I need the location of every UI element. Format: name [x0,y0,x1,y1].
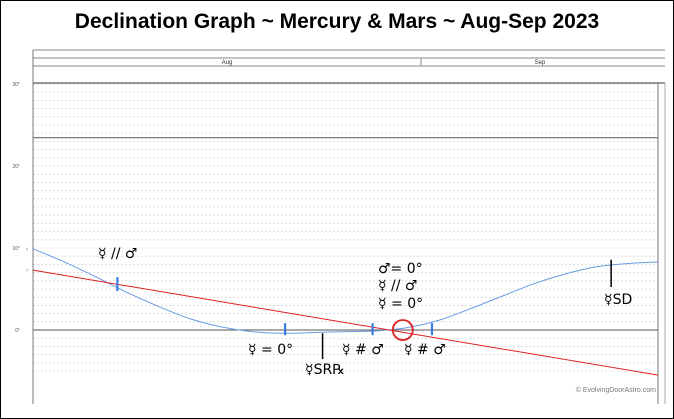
chart-grid [33,83,658,372]
month-label-sep: Sep [535,60,546,66]
event-label: ☿ = 0° [248,342,293,358]
event-circle [391,319,414,341]
y-tick-label: 10° [12,246,20,252]
event-label: ☿ # ♂ [342,342,384,358]
event-label: ♂= 0° [378,261,423,277]
event-label: ☿ = 0° [378,296,423,312]
event-label: ☿SD [604,292,632,308]
chart-event-marks [116,259,612,359]
series-axis-glyph: ☿ [25,247,29,253]
y-tick-label: 30° [12,82,20,88]
watermark: © EvolvingDoorAstro.com [576,386,656,394]
chart-axes: Aug Sep 30° 20° 10° 0° [12,49,666,404]
chart-title: Declination Graph ~ Mercury & Mars ~ Aug… [74,10,600,33]
chart-annotations: ☿ // ♂☿ = 0°☿SR℞☿ # ♂♂= 0°☿ // ♂☿ = 0°☿ … [98,246,632,378]
event-label: ☿ // ♂ [378,278,417,294]
y-tick-label: 20° [12,164,20,170]
event-label: ☿SR℞ [305,362,345,378]
series-line-mercury [32,248,659,334]
chart-lines: ☿♂ [25,247,659,376]
y-tick-label: 0° [15,328,20,334]
event-label: ☿ # ♂ [404,342,446,358]
series-line-mars [32,269,659,376]
event-label: ☿ // ♂ [98,246,137,262]
series-axis-glyph: ♂ [25,268,29,274]
month-label-aug: Aug [222,60,233,66]
